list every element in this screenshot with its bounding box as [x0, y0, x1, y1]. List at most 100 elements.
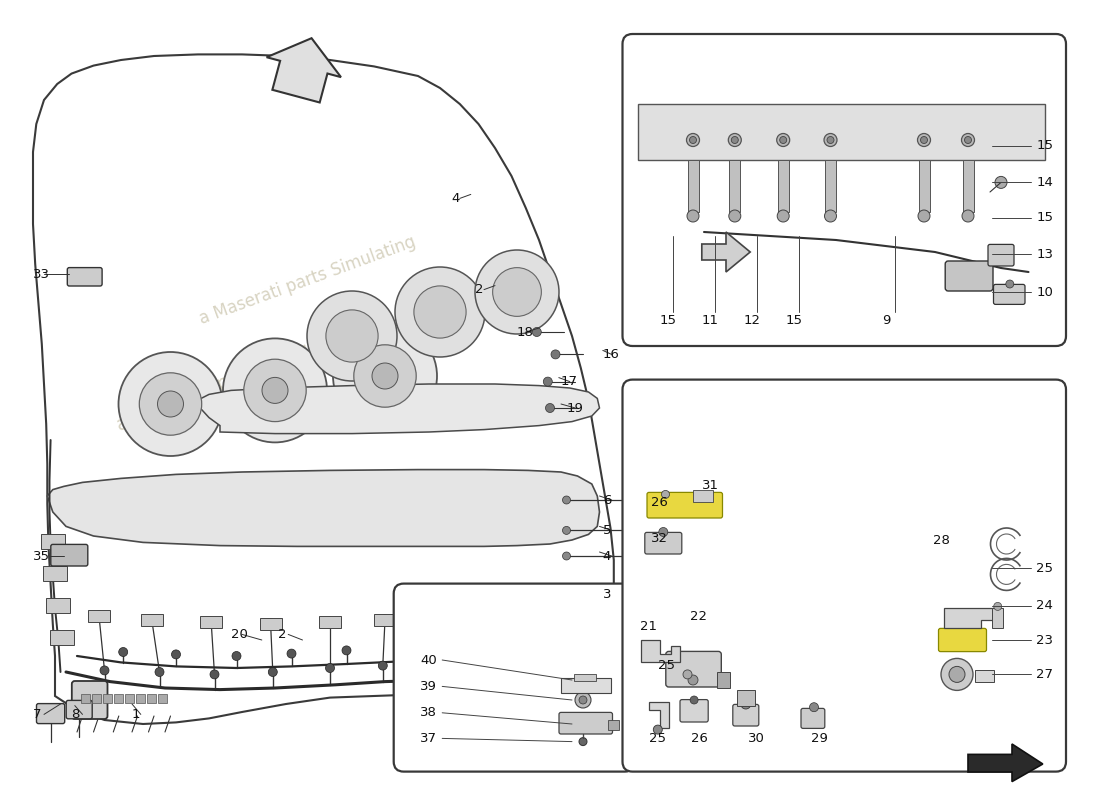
Circle shape: [1005, 280, 1014, 288]
Circle shape: [55, 635, 66, 645]
Circle shape: [172, 650, 180, 659]
Circle shape: [562, 651, 571, 661]
Circle shape: [475, 250, 559, 334]
Circle shape: [531, 610, 542, 619]
Text: 26: 26: [691, 732, 707, 745]
Circle shape: [777, 134, 790, 146]
FancyBboxPatch shape: [945, 261, 993, 291]
FancyBboxPatch shape: [680, 699, 708, 722]
Circle shape: [480, 658, 488, 667]
Text: 33: 33: [33, 268, 50, 281]
FancyBboxPatch shape: [647, 492, 723, 518]
Bar: [125, 694, 134, 703]
Circle shape: [52, 603, 63, 613]
FancyBboxPatch shape: [36, 704, 65, 724]
Bar: [114, 694, 123, 703]
Bar: [574, 674, 596, 681]
FancyBboxPatch shape: [394, 584, 635, 771]
Text: 26: 26: [651, 496, 668, 509]
Circle shape: [232, 651, 241, 661]
Polygon shape: [944, 608, 996, 628]
Circle shape: [921, 137, 927, 143]
Bar: [729, 160, 740, 212]
Bar: [608, 720, 619, 730]
Text: 23: 23: [1036, 634, 1053, 646]
Bar: [319, 616, 341, 628]
Circle shape: [493, 640, 502, 650]
Text: 1: 1: [132, 708, 141, 721]
Bar: [200, 616, 222, 628]
Bar: [136, 694, 145, 703]
Polygon shape: [266, 38, 341, 102]
Polygon shape: [198, 384, 600, 434]
Circle shape: [996, 176, 1006, 188]
Bar: [41, 534, 65, 549]
Text: 14: 14: [1036, 176, 1053, 189]
Bar: [526, 608, 548, 620]
Circle shape: [661, 490, 670, 498]
Bar: [50, 630, 74, 645]
Circle shape: [140, 373, 201, 435]
Text: 13: 13: [1036, 248, 1053, 261]
Bar: [992, 608, 1003, 628]
Circle shape: [268, 667, 277, 677]
Bar: [693, 490, 713, 502]
Text: 32: 32: [651, 532, 668, 545]
Polygon shape: [638, 104, 1045, 160]
Text: 2: 2: [278, 628, 287, 641]
Polygon shape: [702, 232, 750, 272]
Text: 31: 31: [702, 479, 718, 492]
Text: 9: 9: [882, 314, 891, 326]
Circle shape: [579, 696, 587, 704]
Circle shape: [119, 352, 222, 456]
Text: 37: 37: [420, 732, 437, 745]
Circle shape: [562, 552, 571, 560]
Text: 12: 12: [744, 314, 760, 326]
Text: 7: 7: [33, 708, 42, 721]
Circle shape: [688, 210, 698, 222]
Circle shape: [482, 611, 493, 621]
Circle shape: [780, 137, 786, 143]
Circle shape: [778, 210, 789, 222]
Circle shape: [686, 134, 700, 146]
FancyBboxPatch shape: [72, 681, 108, 719]
Circle shape: [155, 667, 164, 677]
Bar: [561, 678, 610, 693]
Text: 38: 38: [420, 706, 437, 719]
Circle shape: [940, 658, 974, 690]
Text: 15: 15: [1036, 211, 1053, 224]
Text: 15: 15: [785, 314, 802, 326]
Circle shape: [529, 655, 538, 665]
Circle shape: [157, 391, 184, 417]
Circle shape: [659, 527, 668, 537]
Circle shape: [262, 378, 288, 403]
Text: 5: 5: [603, 524, 612, 537]
Text: 22: 22: [690, 610, 706, 623]
FancyBboxPatch shape: [733, 705, 759, 726]
Bar: [427, 611, 449, 623]
Text: 24: 24: [1036, 599, 1053, 612]
Circle shape: [206, 618, 217, 627]
Circle shape: [333, 324, 437, 428]
Circle shape: [287, 649, 296, 658]
Text: 19: 19: [566, 402, 583, 414]
Circle shape: [575, 692, 591, 708]
Text: 10: 10: [1036, 286, 1053, 298]
Circle shape: [432, 613, 443, 622]
Circle shape: [244, 359, 306, 422]
FancyBboxPatch shape: [801, 709, 825, 728]
Circle shape: [827, 137, 834, 143]
Bar: [688, 160, 698, 212]
Bar: [147, 694, 156, 703]
FancyBboxPatch shape: [938, 629, 987, 651]
Circle shape: [962, 210, 974, 222]
Bar: [918, 160, 930, 212]
Text: 40: 40: [420, 654, 437, 666]
Text: 25: 25: [649, 732, 666, 745]
Bar: [88, 610, 110, 622]
Circle shape: [119, 647, 128, 657]
Text: 35: 35: [33, 550, 50, 562]
Circle shape: [653, 725, 662, 734]
Circle shape: [562, 496, 571, 504]
Text: 4: 4: [603, 550, 612, 562]
